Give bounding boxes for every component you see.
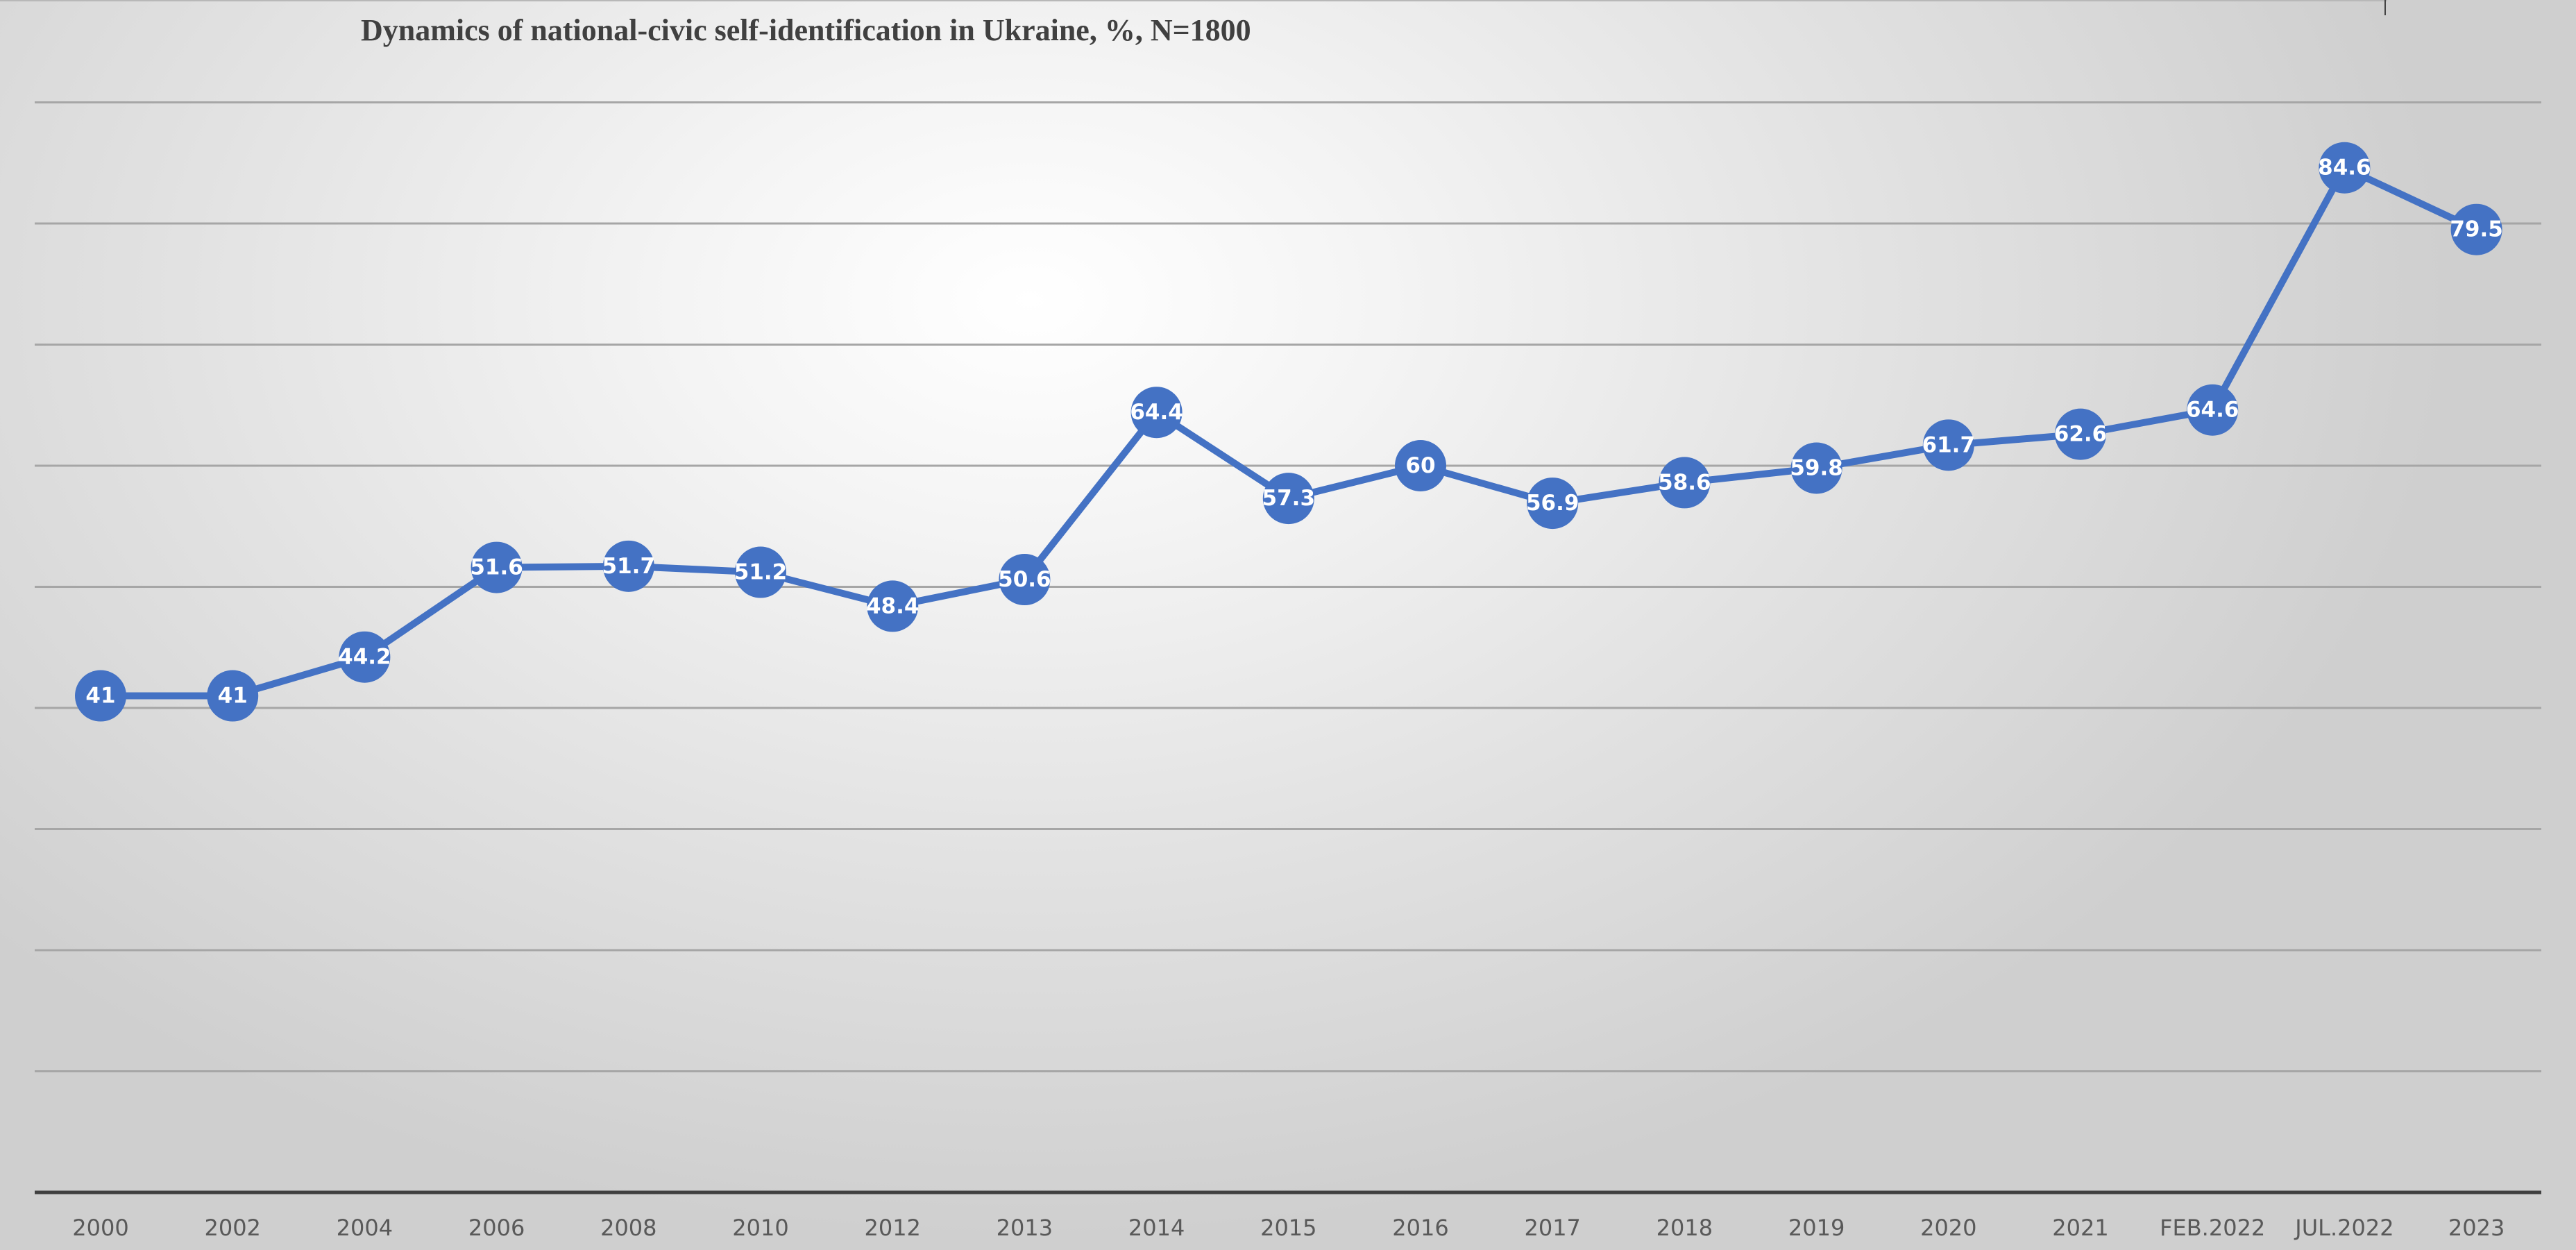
data-marker	[2319, 142, 2371, 194]
x-tick-label: 2008	[600, 1215, 656, 1241]
data-point: 79.5	[2450, 203, 2503, 255]
x-tick-label: 2010	[732, 1215, 788, 1241]
data-label: 51.6	[470, 555, 523, 580]
x-tick-labels: 2000 2002 2004 2006 2008 2010 2012 2013 2014 2015…	[72, 1215, 2505, 1241]
data-label: 58.6	[1658, 470, 1711, 495]
data-label: 64.4	[1130, 400, 1183, 425]
data-point: 44.2	[338, 631, 391, 683]
data-point: 84.6	[2318, 142, 2371, 194]
data-label: 41	[218, 684, 248, 709]
data-marker	[1262, 473, 1314, 525]
x-tick-label: 2000	[72, 1215, 128, 1241]
data-marker	[1527, 478, 1579, 530]
x-tick-label: 2021	[2052, 1215, 2108, 1241]
data-label: 48.4	[866, 593, 920, 618]
data-marker	[2450, 203, 2502, 255]
data-marker	[867, 580, 919, 632]
data-marker	[602, 540, 654, 592]
x-tick-label: 2012	[864, 1215, 920, 1241]
data-marker	[207, 670, 259, 722]
x-tick-label: 2014	[1128, 1215, 1185, 1241]
data-marker	[1790, 442, 1842, 494]
data-point: 61.7	[1922, 419, 1976, 471]
data-label: 50.6	[998, 567, 1051, 592]
x-tick-label: 2020	[1920, 1215, 1976, 1241]
data-label: 51.7	[602, 554, 656, 579]
chart-title: Dynamics of national-civic self-identifi…	[361, 13, 1251, 47]
data-point: 64.6	[2186, 384, 2239, 436]
data-label: 41	[85, 684, 115, 709]
data-markers: 41 41 44.2 51.6 51.7 51.2 48.4 50.6 64.4 57.3 60 56…	[75, 142, 2503, 722]
x-tick-label: 2017	[1524, 1215, 1580, 1241]
data-marker	[2055, 408, 2106, 460]
data-point: 41	[75, 670, 126, 722]
data-marker	[1395, 440, 1446, 491]
x-tick-label: 2013	[997, 1215, 1053, 1241]
x-tick-label: 2006	[468, 1215, 525, 1241]
data-label: 59.8	[1790, 455, 1843, 480]
x-tick-label: 2019	[1788, 1215, 1845, 1241]
data-label: 60	[1405, 453, 1435, 478]
x-tick-label: 2002	[204, 1215, 260, 1241]
data-point: 51.2	[734, 546, 788, 598]
data-point: 50.6	[998, 554, 1051, 606]
data-label: 64.6	[2186, 398, 2239, 423]
data-point: 51.7	[602, 540, 656, 592]
data-marker	[1922, 419, 1974, 471]
chart-top-border	[0, 0, 2387, 1]
data-label: 62.6	[2054, 422, 2108, 447]
data-point: 64.4	[1130, 387, 1183, 439]
data-point: 57.3	[1262, 473, 1316, 525]
data-label: 79.5	[2450, 217, 2503, 242]
x-tick-label: FEB.2022	[2160, 1215, 2265, 1241]
x-tick-label: 2023	[2448, 1215, 2505, 1241]
gridlines	[35, 101, 2541, 1072]
x-tick-label: 2015	[1260, 1215, 1316, 1241]
x-tick-label: JUL.2022	[2294, 1215, 2393, 1241]
data-point: 60	[1395, 440, 1446, 491]
chart-corner-mark	[2384, 0, 2386, 15]
data-point: 56.9	[1526, 478, 1579, 530]
data-label: 61.7	[1922, 432, 1976, 457]
data-marker	[735, 546, 786, 598]
data-point: 41	[207, 670, 259, 722]
x-tick-label: 2018	[1656, 1215, 1713, 1241]
data-marker	[2187, 384, 2239, 436]
x-tick-label: 2016	[1392, 1215, 1448, 1241]
data-point: 48.4	[866, 580, 920, 632]
data-point: 51.6	[470, 541, 523, 593]
data-label: 57.3	[1262, 486, 1316, 511]
data-marker	[75, 670, 126, 722]
data-marker	[339, 631, 391, 683]
series-line	[101, 164, 2478, 700]
data-marker	[1659, 457, 1711, 509]
data-point: 62.6	[2054, 408, 2108, 460]
x-tick-label: 2004	[337, 1215, 393, 1241]
data-label: 56.9	[1526, 491, 1579, 516]
data-label: 51.2	[734, 560, 788, 585]
data-marker	[471, 541, 523, 593]
data-point: 58.6	[1658, 457, 1711, 509]
data-marker	[999, 554, 1051, 606]
series-line-layer	[101, 164, 2478, 700]
data-marker	[1130, 387, 1183, 439]
data-label: 44.2	[338, 645, 391, 670]
data-point: 59.8	[1790, 442, 1843, 494]
data-label: 84.6	[2318, 155, 2371, 180]
